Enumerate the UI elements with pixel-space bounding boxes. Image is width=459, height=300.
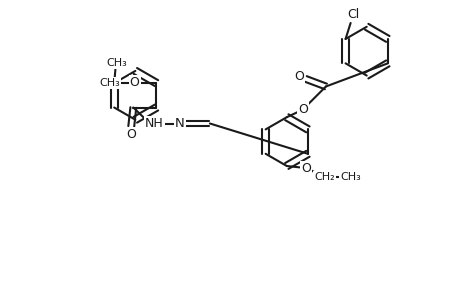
- Text: O: O: [126, 128, 136, 140]
- Text: CH₃: CH₃: [106, 58, 126, 68]
- Text: O: O: [300, 162, 310, 175]
- Text: O: O: [129, 76, 139, 89]
- Text: CH₃: CH₃: [340, 172, 360, 182]
- Text: CH₂: CH₂: [313, 172, 334, 182]
- Text: O: O: [293, 70, 303, 83]
- Text: N: N: [174, 117, 184, 130]
- Text: NH: NH: [145, 117, 163, 130]
- Text: Cl: Cl: [346, 8, 358, 21]
- Text: CH₃: CH₃: [100, 78, 120, 88]
- Text: O: O: [297, 103, 307, 116]
